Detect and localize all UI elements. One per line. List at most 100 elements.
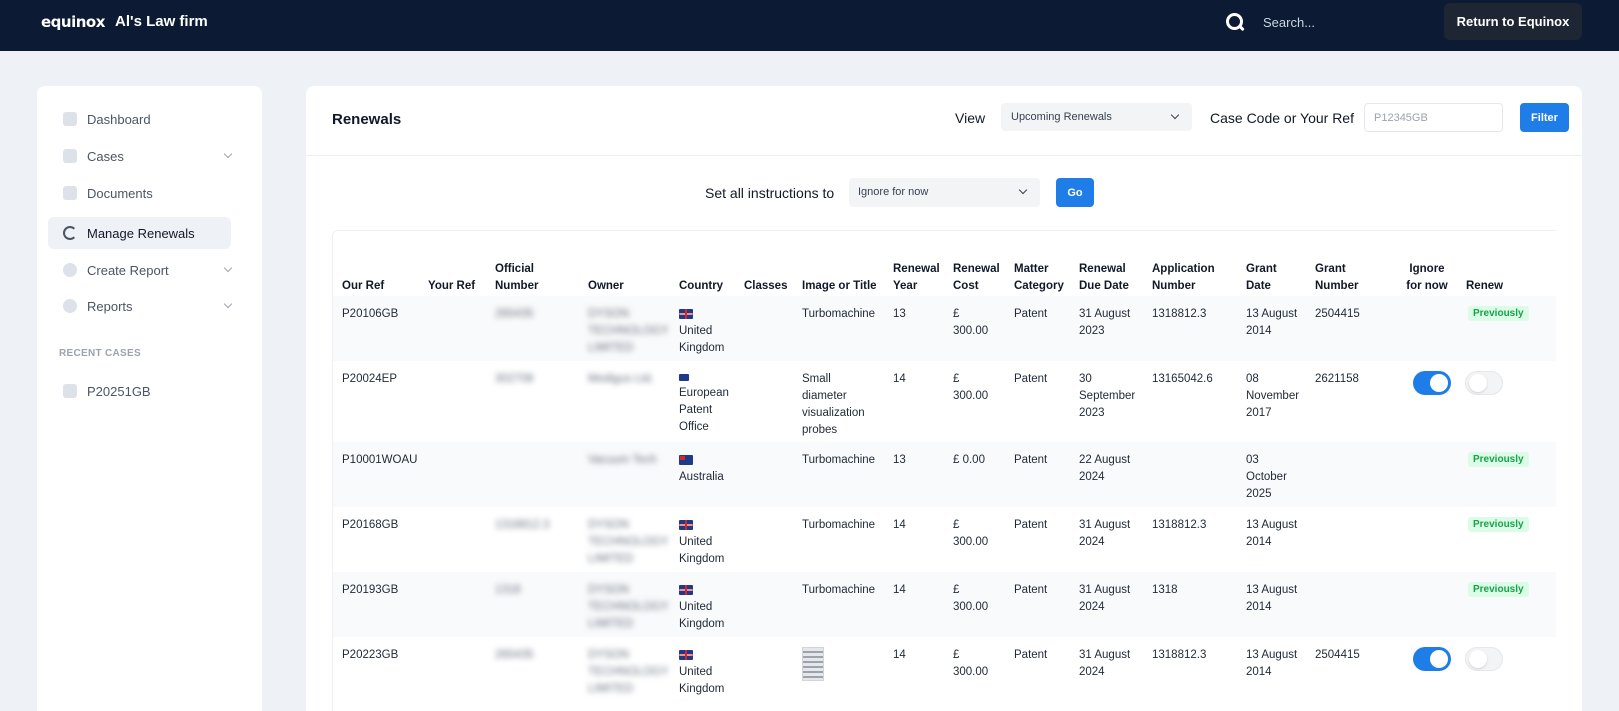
owner-cell: DYSON TECHNOLOGY LIMITED (588, 647, 669, 698)
sidebar-item-create-report[interactable]: Create Report (48, 254, 233, 286)
sidebar-item-reports[interactable]: Reports (48, 290, 233, 322)
table-row[interactable]: P20106GB 265435 DYSON TECHNOLOGY LIMITED Unit… (333, 296, 1556, 361)
renewal-cost-cell: £300.00 (953, 371, 988, 405)
renewal-due-date-cell-line: 31 August (1079, 519, 1131, 531)
grant-date-cell-line: November (1246, 390, 1300, 402)
our-ref-cell: P20223GB (342, 649, 399, 661)
ignore-toggle[interactable] (1413, 647, 1451, 671)
official-number-cell-line: 1318 (495, 584, 521, 596)
grant-date-cell-line: 03 (1246, 454, 1259, 466)
renewal-due-date-cell-line: 2024 (1079, 536, 1105, 548)
header-line: Category (1014, 280, 1064, 292)
header-official-number[interactable]: Official Number (495, 261, 538, 295)
header-image-or-title[interactable]: Image or Title (802, 280, 877, 292)
header-classes[interactable]: Classes (744, 280, 788, 292)
renewal-due-date-cell: 31 August 2024 (1079, 582, 1130, 616)
matter-category-cell: Patent (1014, 519, 1048, 531)
renew-toggle[interactable] (1465, 371, 1503, 395)
header-line: Renewal (893, 263, 940, 275)
renewal-due-date-cell-line: 2023 (1079, 325, 1105, 337)
owner-cell-line: DYSON (588, 519, 629, 531)
flag-uk-icon (679, 585, 693, 595)
grant-number-cell: 2621158 (1315, 373, 1359, 385)
title-cell-line: diameter (802, 390, 847, 402)
header-application-number[interactable]: Application Number (1152, 261, 1215, 295)
status-badge: Previously (1468, 306, 1529, 321)
return-to-equinox-button[interactable]: Return to Equinox (1444, 3, 1582, 40)
sidebar: Dashboard Cases Documents Manage Renewal… (37, 86, 262, 711)
table-row[interactable]: P20024EP 302708 Medigus Ltd. European Patent… (333, 361, 1556, 442)
header-ignore-for-now[interactable]: Ignore for now (1399, 261, 1455, 295)
status-badge: Previously (1468, 452, 1529, 467)
filter-button[interactable]: Filter (1520, 103, 1569, 132)
renewal-cost-cell-line: £ 0.00 (953, 454, 985, 466)
official-number-cell: 265435 (495, 306, 533, 323)
header-line: Cost (953, 280, 979, 292)
matter-category-cell: Patent (1014, 373, 1048, 385)
renewal-cost-cell-line: 300.00 (953, 536, 989, 548)
header-grant-number[interactable]: Grant Number (1315, 261, 1358, 295)
set-all-label: Set all instructions to (705, 185, 835, 201)
renewal-cost-cell-line: £ (953, 308, 960, 320)
header-owner[interactable]: Owner (588, 280, 624, 292)
country-cell: Australia (679, 452, 724, 486)
grant-date-cell-line: 13 August (1246, 519, 1298, 531)
renewal-cost-cell-line: £ (953, 373, 960, 385)
sidebar-item-label: Create Report (87, 262, 169, 278)
header-your-ref[interactable]: Your Ref (428, 280, 476, 292)
view-select[interactable]: Upcoming Renewals (1001, 103, 1192, 131)
renewal-due-date-cell: 30 September 2023 (1079, 371, 1135, 422)
sidebar-item-cases[interactable]: Cases (48, 140, 233, 172)
chevron-down-icon (1018, 185, 1028, 195)
renewal-cost-cell: £300.00 (953, 306, 988, 340)
grant-date-cell-line: 13 August (1246, 649, 1298, 661)
sidebar-item-manage-renewals[interactable]: Manage Renewals (48, 217, 231, 249)
header-grant-date[interactable]: Grant Date (1246, 261, 1277, 295)
equinox-logo[interactable]: equinox (41, 13, 105, 31)
title-cell: Turbomachine (802, 452, 875, 469)
renewal-year-cell: 14 (893, 584, 906, 596)
official-number-cell-line: 265435 (495, 649, 534, 661)
status-badge: Previously (1468, 517, 1529, 532)
search-icon[interactable] (1226, 13, 1243, 30)
renewal-year-cell: 14 (893, 649, 906, 661)
drawing-thumbnail[interactable] (802, 647, 824, 681)
grant-date-cell-line: 2017 (1246, 407, 1272, 419)
header-matter-category[interactable]: Matter Category (1014, 261, 1064, 295)
renewal-cost-cell-line: £ (953, 649, 960, 661)
owner-cell-line: DYSON (588, 649, 629, 661)
search-input[interactable] (1263, 11, 1413, 33)
header-line: Year (893, 280, 918, 292)
renewal-cost-cell-line: 300.00 (953, 325, 989, 337)
table-row[interactable]: P20223GB 265435 DYSON TECHNOLOGY LIMITED Unit… (333, 637, 1556, 711)
title-cell-line: Turbomachine (802, 308, 876, 320)
matter-category-cell: Patent (1014, 454, 1048, 466)
country-line: Kingdom (679, 342, 725, 354)
renewal-cost-cell: £300.00 (953, 517, 988, 551)
table-row[interactable]: P20193GB 1318 DYSON TECHNOLOGY LIMITED United… (333, 572, 1556, 637)
header-country[interactable]: Country (679, 280, 724, 292)
set-all-select[interactable]: Ignore for now (849, 178, 1040, 207)
official-number-cell-line: 1318812.3 (495, 519, 550, 531)
header-renewal-cost[interactable]: Renewal Cost (953, 261, 1000, 295)
sidebar-item-dashboard[interactable]: Dashboard (48, 103, 231, 135)
header-our-ref[interactable]: Our Ref (342, 280, 385, 292)
header-renew[interactable]: Renew (1466, 280, 1504, 292)
recent-case-item[interactable]: P20251GB (48, 375, 231, 407)
renew-toggle[interactable] (1465, 647, 1503, 671)
country-cell: United Kingdom (679, 647, 724, 698)
grant-date-cell: 08 November 2017 (1246, 371, 1299, 422)
header-renewal-due-date[interactable]: Renewal Due Date (1079, 261, 1129, 295)
case-code-input[interactable] (1364, 103, 1503, 132)
owner-cell: Medigus Ltd. (588, 371, 654, 388)
table-row[interactable]: P10001WOAU Vacuum Tech Australia Turbomachi… (333, 442, 1556, 507)
go-button[interactable]: Go (1056, 178, 1094, 207)
renewal-due-date-cell: 31 August 2024 (1079, 647, 1130, 681)
view-label: View (955, 110, 986, 126)
sidebar-item-documents[interactable]: Documents (48, 177, 231, 209)
renewal-due-date-cell-line: 2024 (1079, 601, 1105, 613)
ignore-toggle[interactable] (1413, 371, 1451, 395)
renewal-due-date-cell-line: 31 August (1079, 584, 1131, 596)
header-renewal-year[interactable]: Renewal Year (893, 261, 940, 295)
table-row[interactable]: P20168GB 1318812.3 DYSON TECHNOLOGY LIMITED U… (333, 507, 1556, 572)
